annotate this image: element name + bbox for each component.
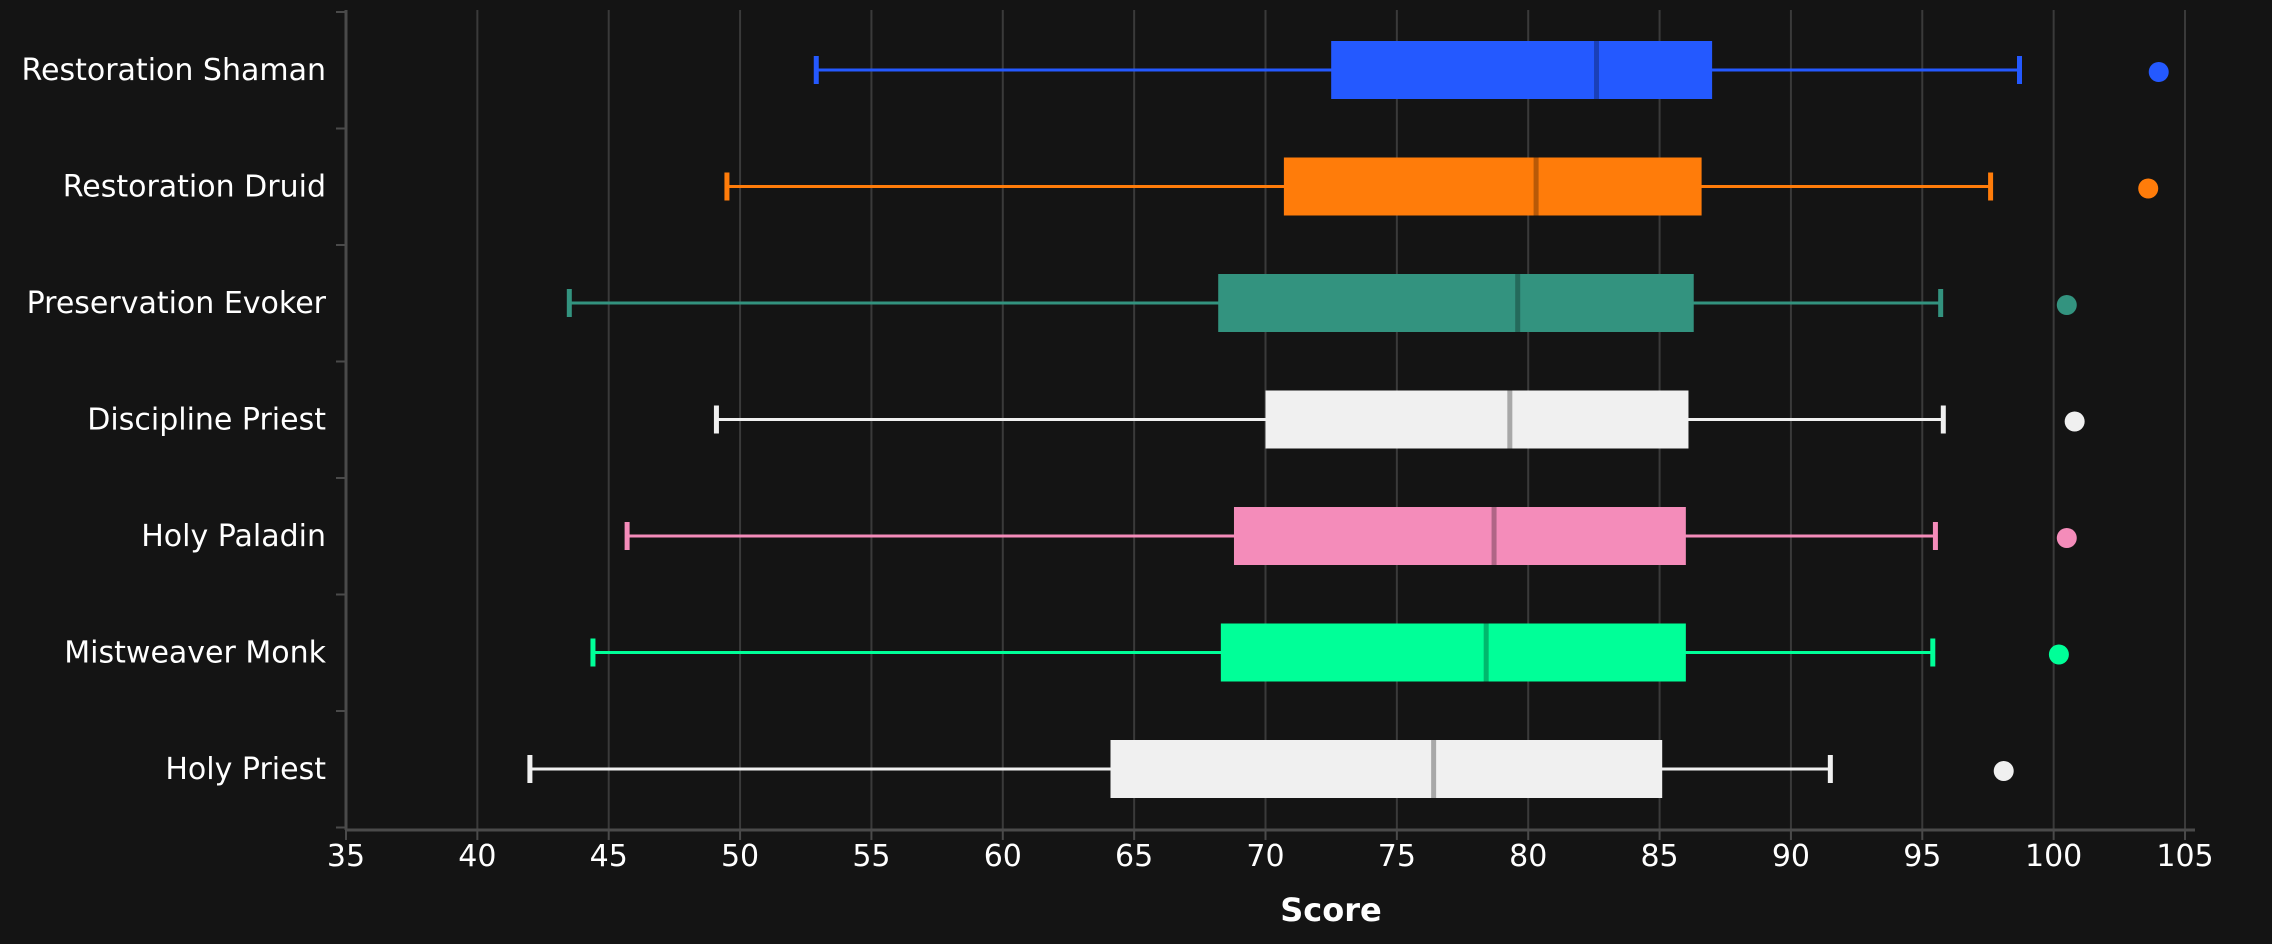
iqr-box	[1218, 274, 1694, 332]
x-tick-label: 45	[590, 839, 628, 874]
x-tick-label: 50	[721, 839, 759, 874]
category-label: Preservation Evoker	[27, 286, 327, 321]
category-label: Restoration Druid	[63, 170, 326, 205]
x-tick-label: 35	[327, 839, 365, 874]
x-tick-label: 95	[1903, 839, 1941, 874]
outlier-point	[2064, 411, 2085, 432]
iqr-box	[1110, 740, 1663, 798]
iqr-box	[1265, 390, 1689, 449]
box-group: Discipline Priest	[87, 390, 2085, 449]
category-label: Discipline Priest	[87, 403, 326, 438]
iqr-box	[1233, 507, 1686, 565]
box-group: Restoration Shaman	[22, 41, 2169, 99]
category-label: Holy Priest	[165, 752, 326, 787]
x-tick-label: 80	[1509, 839, 1547, 874]
x-tick-label: 60	[984, 839, 1022, 874]
x-axis-title: Score	[1280, 891, 1381, 929]
x-tick-label: 85	[1640, 839, 1678, 874]
axis-layer: 35 40 45 50 55 60 65 70 75 80 85 90 95 100 105	[327, 10, 2214, 874]
category-label: Mistweaver Monk	[64, 636, 326, 671]
x-tick-label: 90	[1772, 839, 1810, 874]
outlier-point	[1993, 761, 2014, 781]
iqr-box	[1283, 157, 1702, 216]
x-tick-label: 40	[458, 839, 496, 874]
x-tick-label: 65	[1115, 839, 1153, 874]
iqr-box	[1331, 41, 1713, 99]
x-tick-label: 100	[2025, 839, 2082, 874]
box-group: Holy Paladin	[141, 507, 2077, 565]
box-group: Restoration Druid	[63, 157, 2159, 216]
series-layer: Restoration Shaman Restoration Druid Prese…	[22, 41, 2169, 798]
category-label: Holy Paladin	[141, 519, 326, 554]
x-tick-label: 55	[852, 839, 890, 874]
x-tick-label: 105	[2156, 839, 2213, 874]
outlier-point	[2048, 644, 2069, 665]
box-group: Mistweaver Monk	[64, 623, 2069, 682]
x-tick-label: 70	[1246, 839, 1284, 874]
outlier-point	[2138, 178, 2159, 199]
outlier-point	[2148, 62, 2169, 82]
x-tick-label: 75	[1378, 839, 1416, 874]
outlier-point	[2056, 528, 2077, 548]
box-group: Holy Priest	[165, 740, 2014, 798]
category-label: Restoration Shaman	[22, 53, 326, 88]
iqr-box	[1220, 623, 1686, 682]
box-group: Preservation Evoker	[27, 274, 2077, 332]
outlier-point	[2056, 295, 2077, 315]
